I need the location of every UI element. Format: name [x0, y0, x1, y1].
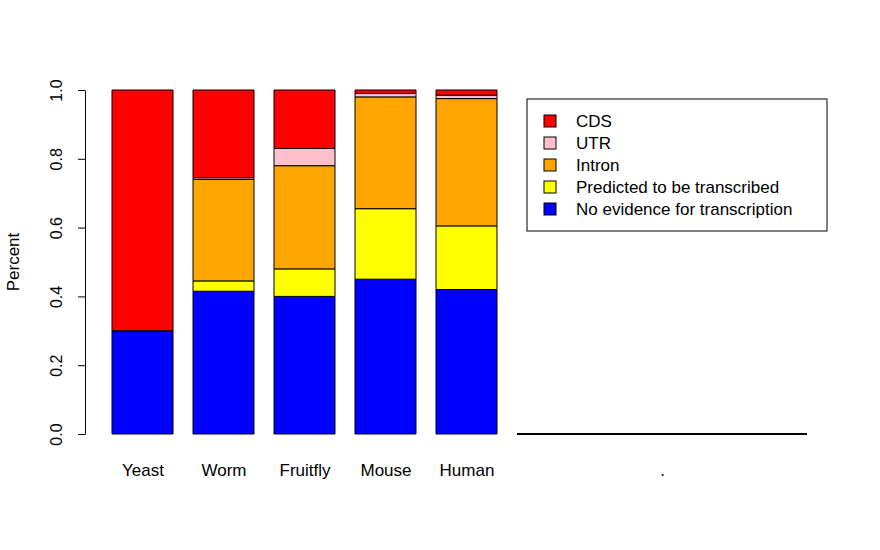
bar-segment: [436, 290, 497, 434]
bar-segment: [436, 99, 497, 226]
y-tick: 0.8: [48, 148, 85, 170]
legend-swatch: [544, 115, 556, 127]
bar-segment: [193, 90, 254, 178]
x-tick-label: Mouse: [360, 461, 411, 480]
x-tick: Human: [440, 461, 495, 480]
bar-segment: [193, 281, 254, 291]
y-tick: 1.0: [48, 79, 85, 101]
x-tick-label: Fruitfly: [280, 461, 332, 480]
legend-swatch: [544, 137, 556, 149]
x-tick: Yeast: [122, 461, 164, 480]
legend-swatch: [544, 181, 556, 193]
x-tick: .: [660, 461, 665, 480]
y-tick-label: 0.4: [48, 286, 65, 308]
y-tick-mark: [78, 296, 85, 297]
legend-label: UTR: [576, 134, 611, 153]
x-tick-label: Human: [440, 461, 495, 480]
x-tick: Worm: [201, 461, 246, 480]
bar-segment: [436, 226, 497, 290]
legend-label: No evidence for transcription: [576, 200, 792, 219]
bar-segment: [274, 269, 335, 297]
legend-label: CDS: [576, 112, 612, 131]
y-axis-line: [85, 91, 86, 435]
y-tick: 0.0: [48, 423, 85, 445]
bar-segment: [517, 434, 807, 435]
legend-swatch: [544, 159, 556, 171]
x-tick: Fruitfly: [280, 461, 332, 480]
bar-segment: [112, 90, 173, 331]
y-tick-mark: [78, 434, 85, 435]
y-tick-mark: [78, 365, 85, 366]
bar-segment: [274, 148, 335, 165]
bar-segment: [355, 93, 416, 96]
x-tick: Mouse: [360, 461, 411, 480]
bar-segment: [112, 331, 173, 434]
bar-segment: [193, 291, 254, 434]
legend: CDS UTR Intron Predicted to be transcribed N…: [527, 99, 827, 231]
bar-segment: [355, 97, 416, 209]
bar-segment: [274, 166, 335, 269]
y-axis: 0.0 0.2 0.4 0.6 0.8 1.0: [48, 79, 86, 445]
bar-segment: [355, 279, 416, 434]
bar-segment: [355, 209, 416, 280]
bar-segment: [517, 434, 807, 435]
legend-label: Predicted to be transcribed: [576, 178, 779, 197]
y-tick: 0.4: [48, 286, 85, 308]
y-tick-label: 0.0: [48, 423, 65, 445]
y-tick: 0.2: [48, 354, 85, 376]
chart: 0.0 0.2 0.4 0.6 0.8 1.0 Percent Yeast Worm Fruitf…: [0, 0, 880, 550]
x-tick-label: Worm: [201, 461, 246, 480]
legend-box: [527, 99, 827, 231]
y-tick-label: 0.6: [48, 217, 65, 239]
bar-segment: [517, 434, 807, 435]
bar-segment: [517, 434, 807, 435]
y-tick-mark: [78, 228, 85, 229]
y-tick-label: 0.2: [48, 354, 65, 376]
bar-segment: [436, 95, 497, 98]
bar-segment: [274, 90, 335, 148]
legend-label: Intron: [576, 156, 619, 175]
y-axis-title: Percent: [4, 232, 23, 291]
bar-segment: [274, 296, 335, 434]
bar-segment: [436, 90, 497, 95]
y-tick-mark: [78, 159, 85, 160]
x-tick-label: Yeast: [122, 461, 164, 480]
y-tick-mark: [78, 90, 85, 91]
y-tick: 0.6: [48, 217, 85, 239]
bar-segment: [355, 90, 416, 93]
bar-segment: [517, 434, 807, 435]
x-axis: Yeast Worm Fruitfly Mouse Human.: [122, 461, 665, 480]
x-tick-label: .: [660, 461, 665, 480]
y-tick-label: 1.0: [48, 79, 65, 101]
legend-swatch: [544, 203, 556, 215]
bar-segment: [193, 179, 254, 280]
y-tick-label: 0.8: [48, 148, 65, 170]
